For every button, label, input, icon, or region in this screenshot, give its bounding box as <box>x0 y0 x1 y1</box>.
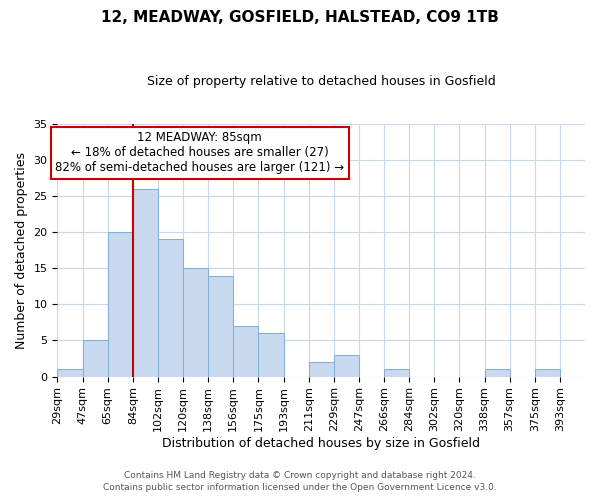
Bar <box>334 355 359 376</box>
Bar <box>233 326 259 376</box>
Y-axis label: Number of detached properties: Number of detached properties <box>15 152 28 348</box>
Bar <box>535 370 560 376</box>
Bar <box>133 189 158 376</box>
Text: Contains HM Land Registry data © Crown copyright and database right 2024.
Contai: Contains HM Land Registry data © Crown c… <box>103 471 497 492</box>
X-axis label: Distribution of detached houses by size in Gosfield: Distribution of detached houses by size … <box>162 437 480 450</box>
Bar <box>158 240 183 376</box>
Bar <box>485 370 509 376</box>
Text: 12, MEADWAY, GOSFIELD, HALSTEAD, CO9 1TB: 12, MEADWAY, GOSFIELD, HALSTEAD, CO9 1TB <box>101 10 499 25</box>
Text: 12 MEADWAY: 85sqm
← 18% of detached houses are smaller (27)
82% of semi-detached: 12 MEADWAY: 85sqm ← 18% of detached hous… <box>55 132 344 174</box>
Bar <box>183 268 208 376</box>
Bar <box>58 370 83 376</box>
Bar <box>259 334 284 376</box>
Bar <box>308 362 334 376</box>
Bar <box>208 276 233 376</box>
Bar <box>384 370 409 376</box>
Bar <box>83 340 107 376</box>
Bar <box>107 232 133 376</box>
Title: Size of property relative to detached houses in Gosfield: Size of property relative to detached ho… <box>147 75 496 88</box>
